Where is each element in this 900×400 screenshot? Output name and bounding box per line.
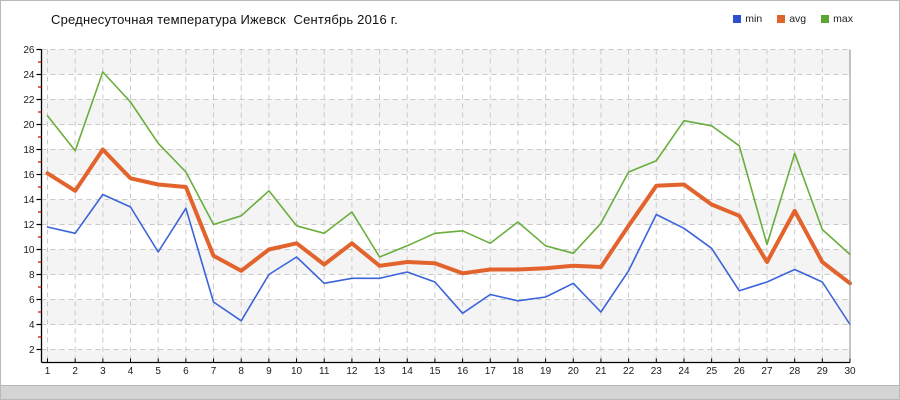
chart-title: Среднесуточная температура Ижевск Сентяб… [51,12,398,27]
legend-swatch-min-icon [733,15,742,23]
x-axis-label: 11 [319,366,330,377]
plot-band [41,149,850,175]
legend-item-max[interactable]: max [821,13,853,25]
x-axis-label: 20 [568,366,580,377]
y-axis-label: 26 [23,45,35,56]
x-axis-label: 6 [183,366,189,377]
legend-swatch-max-icon [821,15,830,23]
y-axis-label: 2 [29,345,35,356]
y-axis-label: 20 [23,120,35,131]
legend-item-min[interactable]: min [733,13,762,25]
y-axis-label: 8 [29,270,35,281]
legend-label-min: min [745,13,763,25]
x-axis-label: 23 [651,366,663,377]
x-axis-label: 30 [844,366,856,377]
series-min-line [46,193,851,326]
x-axis-label: 4 [128,366,134,377]
plot-band [41,349,850,363]
y-axis-label: 6 [29,295,35,306]
series-max-line [46,71,851,258]
x-axis-label: 8 [238,366,244,377]
x-axis-label: 12 [346,366,358,377]
plot-band [41,99,850,125]
plot-band [41,199,850,225]
y-axis-label: 18 [23,145,35,156]
x-axis-label: 2 [72,366,78,377]
legend-label-max: max [833,13,853,25]
chart-legend: min avg max [733,13,853,25]
y-axis-label: 10 [23,245,35,256]
x-axis-label: 16 [457,366,469,377]
x-axis-label: 9 [266,366,272,377]
plot-band [41,299,850,325]
y-axis-label: 4 [29,320,35,331]
x-axis-label: 13 [374,366,386,377]
x-axis-label: 28 [789,366,801,377]
x-axis-label: 17 [485,366,497,377]
x-axis-label: 3 [100,366,106,377]
x-axis-label: 14 [402,366,414,377]
plot-band [41,249,850,275]
x-axis-label: 27 [761,366,773,377]
x-axis-label: 5 [155,366,161,377]
legend-swatch-avg-icon [777,15,786,23]
x-axis-label: 18 [512,366,524,377]
y-axis-label: 12 [23,220,35,231]
x-axis-label: 7 [211,366,217,377]
plot-band [41,49,850,75]
x-axis-label: 21 [595,366,607,377]
x-axis-label: 26 [734,366,746,377]
x-axis-label: 25 [706,366,718,377]
y-axis-label: 14 [23,195,35,206]
x-axis-label: 1 [45,366,51,377]
legend-label-avg: avg [789,13,807,25]
x-axis-label: 15 [429,366,441,377]
x-axis-label: 29 [817,366,829,377]
x-axis-label: 10 [291,366,303,377]
x-axis-label: 24 [678,366,690,377]
y-axis-label: 16 [23,170,35,181]
legend-item-avg[interactable]: avg [777,13,806,25]
series-avg-line [45,147,852,286]
x-axis-label: 22 [623,366,635,377]
horizontal-scrollbar[interactable] [1,385,899,399]
y-axis-label: 24 [23,70,35,81]
x-axis-label: 19 [540,366,552,377]
y-axis-label: 22 [23,95,35,106]
